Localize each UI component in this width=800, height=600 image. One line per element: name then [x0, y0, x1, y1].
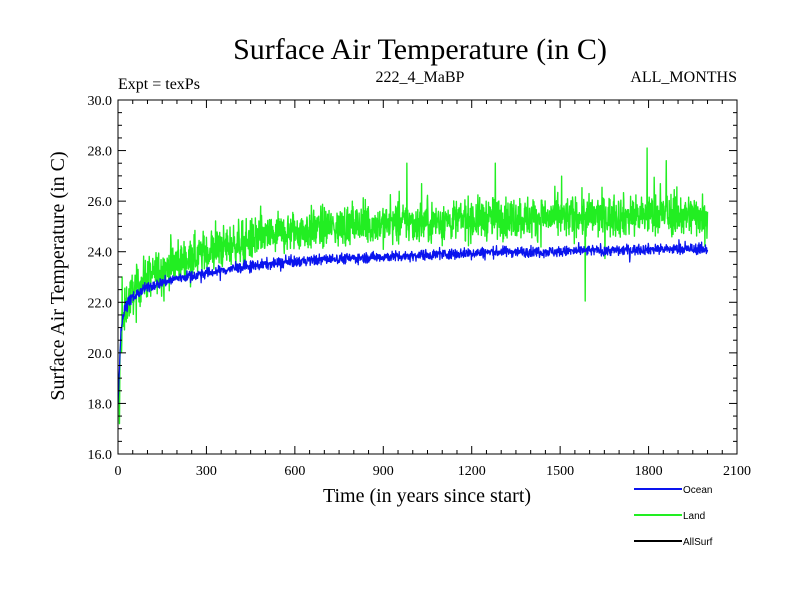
- series-line-ocean: [118, 239, 709, 405]
- x-tick-label: 600: [284, 464, 305, 479]
- y-axis: 16.0 18.0 20.0 22.0 24.0 26.0 28.0 30.0: [88, 94, 737, 463]
- legend-label-allsurf: AllSurf: [683, 537, 713, 548]
- x-axis: 0 300 600 900 1200 1500 1800 2100: [115, 100, 751, 479]
- y-tick-label: 26.0: [88, 195, 113, 210]
- series-line-land: [118, 147, 709, 425]
- run-label: 222_4_MaBP: [376, 69, 465, 86]
- x-tick-label: 2100: [723, 464, 751, 479]
- y-tick-label: 20.0: [88, 347, 113, 362]
- x-tick-label: 900: [373, 464, 394, 479]
- x-axis-label: Time (in years since start): [323, 485, 531, 507]
- y-tick-label: 30.0: [88, 94, 113, 109]
- y-tick-label: 18.0: [88, 397, 113, 412]
- legend-label-ocean: Ocean: [683, 485, 712, 496]
- months-label: ALL_MONTHS: [630, 69, 737, 86]
- legend: Ocean Land AllSurf: [634, 485, 713, 548]
- chart-title: Surface Air Temperature (in C): [233, 33, 607, 66]
- x-tick-label: 1800: [635, 464, 663, 479]
- x-tick-label: 1500: [546, 464, 574, 479]
- x-tick-label: 1200: [458, 464, 486, 479]
- y-tick-label: 24.0: [88, 246, 113, 261]
- x-tick-label: 0: [115, 464, 122, 479]
- y-tick-label: 16.0: [88, 448, 113, 463]
- y-tick-label: 22.0: [88, 296, 113, 311]
- legend-label-land: Land: [683, 511, 705, 522]
- y-axis-label: Surface Air Temperature (in C): [47, 151, 69, 400]
- x-tick-label: 300: [196, 464, 217, 479]
- experiment-label: Expt = texPs: [118, 76, 200, 93]
- y-tick-label: 28.0: [88, 145, 113, 160]
